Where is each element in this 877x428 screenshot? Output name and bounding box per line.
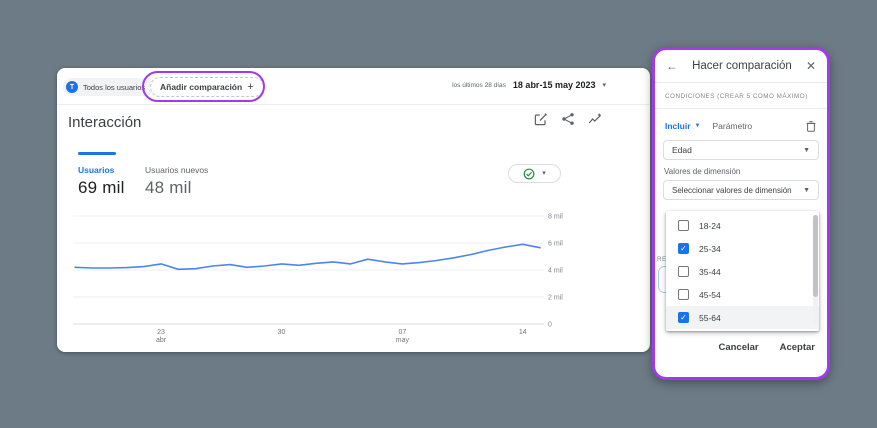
metric-label: Usuarios [78, 165, 115, 175]
metric-tab-usuarios-nuevos[interactable]: Usuarios nuevos 48 mil [145, 165, 208, 198]
caret-down-icon: ▼ [803, 186, 810, 194]
menu-scrollbar[interactable] [813, 215, 818, 325]
cancel-button[interactable]: Cancelar [718, 342, 759, 353]
dimension-option[interactable]: 35-44 [666, 260, 819, 283]
delete-condition-icon[interactable] [805, 120, 817, 132]
header-divider [57, 104, 650, 105]
selected-metric-indicator [78, 152, 116, 155]
dimension-option[interactable]: 18-24 [666, 214, 819, 237]
dimension-options-list: 18-24 ✓ 25-34 35-44 45-54 ✓ 55-64 [666, 214, 819, 329]
dimension-option[interactable]: 45-54 [666, 283, 819, 306]
page-title: Interacción [68, 114, 142, 131]
caret-down-icon: ▼ [803, 146, 810, 154]
menu-actions: Cancelar Aceptar [716, 340, 817, 355]
date-range-value: 18 abr-15 may 2023 [512, 80, 596, 90]
svg-text:6 mil: 6 mil [548, 241, 563, 248]
dimension-option[interactable]: ✓ 25-34 [666, 237, 819, 260]
dimension-values-placeholder: Seleccionar valores de dimensión [672, 185, 792, 195]
back-arrow-icon[interactable]: ← [666, 59, 678, 73]
checkbox-unchecked-icon[interactable] [678, 289, 689, 300]
date-range-hint: los últimos 28 días [452, 81, 506, 89]
metric-value: 48 mil [145, 178, 192, 197]
comparison-panel-header: ← Hacer comparación ✕ [655, 50, 827, 83]
svg-text:abr: abr [156, 337, 167, 344]
dimension-option-label: 25-34 [699, 243, 721, 254]
svg-text:8 mil: 8 mil [548, 214, 563, 221]
dimension-option-label: 55-64 [699, 312, 721, 323]
svg-text:2 mil: 2 mil [548, 295, 563, 302]
dimension-values-label: Valores de dimensión [664, 167, 741, 176]
svg-text:07: 07 [398, 329, 406, 336]
svg-text:23: 23 [157, 329, 165, 336]
dimension-option-label: 45-54 [699, 289, 721, 300]
metric-label: Usuarios nuevos [145, 165, 209, 175]
dimension-values-select[interactable]: Seleccionar valores de dimensión ▼ [663, 180, 819, 200]
caret-down-icon[interactable]: ▼ [694, 123, 701, 129]
add-comparison-label: Añadir comparación [160, 82, 243, 92]
plus-icon: + [247, 81, 254, 93]
report-toolbar [534, 112, 602, 126]
metric-tab-usuarios[interactable]: Usuarios 69 mil [78, 165, 125, 198]
include-dropdown[interactable]: Incluir [665, 121, 691, 131]
data-quality-button[interactable]: ▾ [508, 164, 561, 183]
svg-text:4 mil: 4 mil [548, 268, 563, 275]
dimension-option[interactable]: ✓ 55-64 [666, 306, 819, 329]
all-users-chip[interactable]: T Todos los usuarios [63, 78, 155, 96]
caret-down-icon: ▾ [602, 81, 606, 89]
svg-text:14: 14 [519, 329, 527, 336]
check-circle-icon [523, 168, 535, 179]
analytics-report-card: T Todos los usuarios Añadir comparación … [57, 68, 650, 352]
summary-section-fragment: RES [657, 256, 668, 263]
checkbox-unchecked-icon[interactable] [678, 220, 689, 231]
add-comparison-button[interactable]: Añadir comparación + [150, 77, 264, 97]
checkbox-checked-icon[interactable]: ✓ [678, 312, 689, 323]
conditions-header: CONDICIONES (CREAR 5 COMO MÁXIMO) [655, 90, 827, 109]
svg-text:30: 30 [278, 329, 286, 336]
parameter-label: Parámetro [712, 121, 753, 131]
dimension-select[interactable]: Edad ▼ [663, 140, 819, 160]
close-icon[interactable]: ✕ [805, 59, 816, 73]
edit-icon[interactable] [534, 112, 548, 126]
all-users-avatar-icon: T [66, 81, 78, 93]
caret-down-icon: ▾ [542, 170, 546, 177]
svg-text:may: may [396, 337, 410, 344]
date-range-picker[interactable]: los últimos 28 días 18 abr-15 may 2023 ▾ [452, 80, 606, 90]
svg-text:0: 0 [548, 322, 552, 329]
metric-value: 69 mil [78, 178, 125, 197]
dimension-values-menu: 18-24 ✓ 25-34 35-44 45-54 ✓ 55-64 [666, 211, 819, 331]
comparison-panel: ← Hacer comparación ✕ CONDICIONES (CREAR… [652, 47, 830, 380]
share-icon[interactable] [561, 112, 575, 126]
condition-row: Incluir ▼ Parámetro [665, 118, 817, 134]
checkbox-checked-icon[interactable]: ✓ [678, 243, 689, 254]
accept-button[interactable]: Aceptar [779, 342, 815, 353]
comparison-panel-title: Hacer comparación [692, 60, 792, 72]
insights-icon[interactable] [588, 112, 602, 126]
dimension-option-label: 18-24 [699, 220, 721, 231]
dimension-option-label: 35-44 [699, 266, 721, 277]
checkbox-unchecked-icon[interactable] [678, 266, 689, 277]
dimension-select-value: Edad [672, 145, 692, 155]
all-users-chip-label: Todos los usuarios [83, 82, 146, 92]
menu-scrollbar-thumb[interactable] [813, 215, 818, 297]
